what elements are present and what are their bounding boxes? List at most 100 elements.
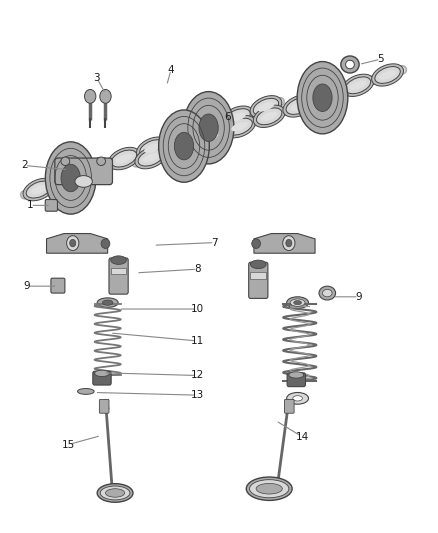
Ellipse shape	[108, 147, 140, 170]
Ellipse shape	[246, 477, 292, 500]
Ellipse shape	[252, 239, 261, 248]
Text: 8: 8	[194, 264, 201, 274]
Ellipse shape	[102, 300, 113, 305]
Ellipse shape	[286, 98, 311, 115]
Ellipse shape	[26, 181, 52, 198]
Ellipse shape	[313, 84, 332, 111]
Ellipse shape	[183, 92, 234, 164]
Ellipse shape	[46, 142, 96, 214]
Ellipse shape	[290, 299, 305, 306]
Text: 9: 9	[355, 292, 362, 302]
Ellipse shape	[83, 160, 108, 177]
Ellipse shape	[51, 168, 83, 190]
Ellipse shape	[197, 119, 222, 136]
Ellipse shape	[111, 150, 137, 167]
Ellipse shape	[174, 132, 194, 160]
Ellipse shape	[59, 174, 76, 184]
Polygon shape	[46, 233, 108, 253]
Ellipse shape	[287, 297, 308, 309]
FancyBboxPatch shape	[111, 268, 127, 274]
Ellipse shape	[201, 123, 218, 132]
FancyBboxPatch shape	[251, 272, 266, 279]
Ellipse shape	[231, 122, 248, 131]
FancyBboxPatch shape	[285, 399, 294, 413]
Ellipse shape	[97, 298, 118, 308]
Ellipse shape	[97, 157, 106, 165]
Ellipse shape	[172, 143, 189, 152]
Ellipse shape	[316, 87, 341, 104]
FancyBboxPatch shape	[45, 199, 57, 211]
Ellipse shape	[116, 154, 132, 163]
Ellipse shape	[250, 95, 282, 118]
Ellipse shape	[95, 370, 110, 376]
Ellipse shape	[225, 109, 250, 126]
FancyBboxPatch shape	[287, 373, 305, 386]
Ellipse shape	[138, 149, 163, 166]
Ellipse shape	[165, 136, 196, 158]
Ellipse shape	[168, 130, 194, 147]
Text: 12: 12	[191, 370, 204, 381]
Ellipse shape	[55, 171, 80, 188]
Ellipse shape	[78, 389, 94, 394]
Ellipse shape	[135, 147, 167, 169]
Ellipse shape	[322, 289, 332, 297]
Ellipse shape	[289, 372, 304, 378]
Ellipse shape	[227, 118, 252, 135]
Ellipse shape	[140, 140, 165, 157]
Ellipse shape	[198, 128, 223, 146]
Ellipse shape	[173, 133, 189, 142]
Ellipse shape	[80, 158, 112, 180]
Text: 5: 5	[377, 54, 384, 64]
Text: 11: 11	[191, 336, 204, 346]
Circle shape	[283, 236, 295, 251]
Ellipse shape	[137, 137, 168, 159]
Text: 2: 2	[21, 160, 28, 171]
Ellipse shape	[312, 85, 344, 107]
Ellipse shape	[258, 102, 274, 111]
Circle shape	[85, 90, 96, 103]
Text: 10: 10	[191, 304, 204, 314]
FancyBboxPatch shape	[93, 371, 111, 385]
Ellipse shape	[256, 483, 283, 494]
Ellipse shape	[201, 132, 219, 142]
FancyBboxPatch shape	[99, 399, 109, 413]
Ellipse shape	[283, 95, 315, 117]
Ellipse shape	[61, 164, 80, 192]
Ellipse shape	[257, 108, 282, 125]
Text: 14: 14	[295, 432, 309, 442]
Ellipse shape	[100, 486, 130, 500]
Ellipse shape	[142, 153, 159, 162]
Ellipse shape	[144, 143, 161, 153]
Ellipse shape	[194, 126, 226, 148]
Ellipse shape	[111, 256, 127, 264]
Circle shape	[67, 236, 79, 251]
Ellipse shape	[87, 164, 104, 174]
Ellipse shape	[229, 112, 246, 122]
Ellipse shape	[372, 64, 403, 86]
Ellipse shape	[165, 127, 197, 149]
Ellipse shape	[341, 56, 359, 73]
Ellipse shape	[346, 60, 354, 69]
Ellipse shape	[23, 179, 55, 201]
Ellipse shape	[101, 239, 110, 248]
Ellipse shape	[345, 77, 371, 94]
Ellipse shape	[97, 483, 133, 502]
Ellipse shape	[106, 489, 125, 497]
Ellipse shape	[290, 101, 307, 111]
FancyBboxPatch shape	[109, 258, 128, 294]
Text: 13: 13	[191, 390, 204, 400]
Ellipse shape	[250, 480, 289, 498]
Ellipse shape	[293, 395, 302, 401]
Ellipse shape	[253, 105, 285, 127]
FancyBboxPatch shape	[51, 278, 65, 293]
Ellipse shape	[31, 185, 47, 194]
Text: 3: 3	[93, 73, 100, 83]
Text: 1: 1	[27, 200, 34, 211]
Ellipse shape	[159, 110, 209, 182]
Ellipse shape	[75, 175, 92, 187]
Ellipse shape	[350, 80, 367, 90]
Ellipse shape	[320, 91, 337, 100]
Polygon shape	[254, 233, 315, 253]
Text: 7: 7	[211, 238, 218, 247]
FancyBboxPatch shape	[55, 158, 113, 184]
